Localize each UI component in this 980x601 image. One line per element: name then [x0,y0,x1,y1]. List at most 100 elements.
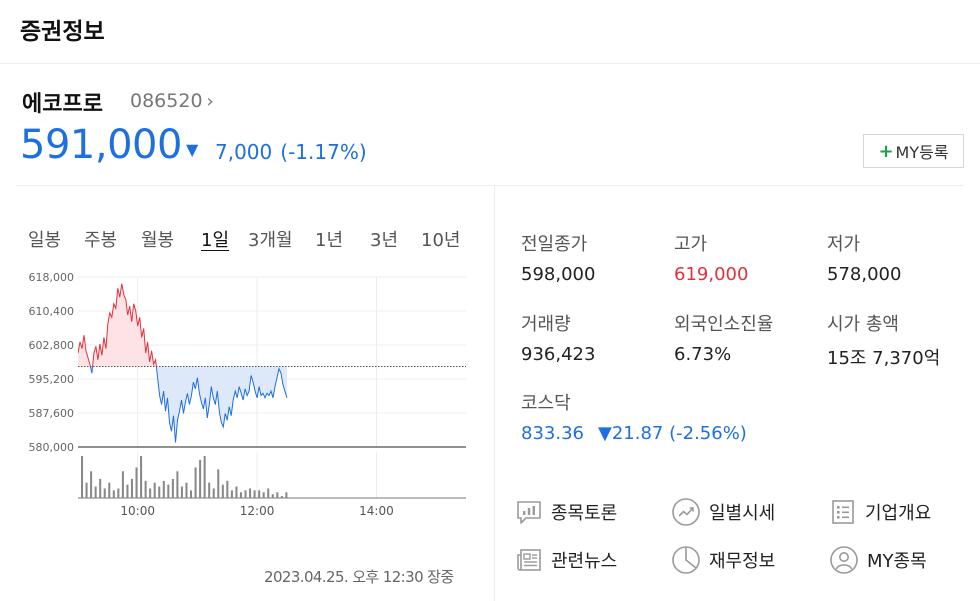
volume-bar [221,484,224,498]
volume-bar [244,490,247,498]
y-tick-label: 610,400 [29,305,75,318]
tab-monthly[interactable]: 월봉 [141,230,175,251]
link-my-stocks[interactable]: MY종목 [829,543,927,577]
user-circle-icon [830,546,858,574]
volume-bar [267,488,270,498]
x-tick-label: 10:00 [120,504,155,518]
kosdaq-change: ▼21.87 [597,423,664,444]
volume-bar [117,488,120,498]
stat-label: 전일종가 [521,234,588,255]
stat-foreign-ratio: 외국인소진율 6.73% [674,310,773,365]
kosdaq-index[interactable]: 코스닥 833.36 ▼21.87 (-2.56%) [521,389,747,444]
volume-bar [94,486,97,498]
list-doc-icon [832,500,854,524]
tab-3-months[interactable]: 3개월 [248,230,293,251]
link-related-news[interactable]: 관련뉴스 [515,543,617,577]
x-tick-label: 14:00 [359,504,394,518]
y-tick-label: 580,000 [29,441,75,454]
volume-bar [90,471,93,498]
stat-low: 저가 578,000 [827,230,901,285]
price-change: 7,000 (-1.17%) [215,140,367,164]
volume-bar [239,492,243,498]
volume-bar [130,478,134,498]
y-tick-label: 618,000 [29,271,75,284]
volume-bar [149,488,152,498]
volume-bar [121,471,124,498]
divider-vertical [494,186,495,601]
link-label: 재무정보 [709,551,776,572]
link-discussion[interactable]: 종목토론 [515,495,617,529]
plus-icon: + [878,140,894,162]
volume-bar [158,486,161,498]
tab-10-years[interactable]: 10년 [421,230,461,251]
volume-bar [99,478,102,498]
stat-high: 고가 619,000 [674,230,748,285]
stock-code-link[interactable]: 086520 › [130,90,214,112]
price-change-amount: 7,000 [215,140,273,164]
volume-bar [85,482,88,498]
y-tick-label: 587,600 [29,407,75,420]
news-icon [517,549,541,571]
kosdaq-value-row: 833.36 ▼21.87 (-2.56%) [521,423,747,444]
tab-1-day[interactable]: 1일 [201,230,230,251]
stat-volume: 거래량 936,423 [521,310,595,365]
stat-value: 578,000 [827,264,902,285]
stat-value: 15조 7,370억 [827,348,941,369]
down-triangle-icon: ▼ [186,140,199,159]
volume-bar [112,490,115,498]
divider-horizontal [16,185,964,186]
link-daily-price[interactable]: 일별시세 [671,495,775,529]
volume-bar [249,488,252,498]
volume-bar [253,490,256,498]
link-company-overview[interactable]: 기업개요 [829,495,931,529]
volume-bar [185,482,188,498]
y-tick-label: 602,800 [29,339,75,352]
volume-bar [167,484,170,498]
price-line-up [78,283,157,367]
volume-bar [258,490,261,498]
tab-1-year[interactable]: 1년 [315,230,344,251]
price-change-percent: (-1.17%) [280,140,367,164]
volume-bar [162,480,165,498]
tab-daily[interactable]: 일봉 [28,230,62,251]
volume-bar [235,486,238,498]
stat-label: 외국인소진율 [674,314,774,335]
volume-bar [262,492,265,498]
stat-value: 619,000 [674,264,749,285]
kosdaq-label: 코스닥 [521,393,571,414]
link-label: 일별시세 [709,503,776,524]
intraday-chart[interactable]: 618,000 610,400 602,800 595,200 587,600 580,0… [18,266,470,524]
page-title: 증권정보 [20,19,105,45]
volume-bar [276,492,279,498]
volume-bar [81,456,84,498]
volume-bar [171,478,174,498]
price-line-down [89,366,288,443]
link-label: 종목토론 [551,503,618,524]
chevron-right-icon: › [206,91,214,112]
stock-name[interactable]: 에코프로 [22,92,103,117]
stat-label: 고가 [674,234,708,255]
volume-bar [176,471,179,498]
link-financials[interactable]: 재무정보 [671,543,775,577]
volume-bar [144,480,147,498]
current-price: 591,000 [20,122,182,168]
stat-label: 저가 [827,234,861,255]
volume-bar [199,459,202,498]
volume-bar [271,494,274,498]
period-tabs: 일봉 주봉 월봉 1일 3개월 1년 3년 10년 [22,226,472,254]
pie-chart-icon [672,546,700,574]
tab-weekly[interactable]: 주봉 [84,230,118,251]
volume-bar [103,488,106,498]
my-register-button[interactable]: + MY등록 [863,134,964,168]
kosdaq-change-percent: (-2.56%) [669,423,747,444]
tab-3-years[interactable]: 3년 [370,230,399,251]
stat-market-cap: 시가 총액 15조 7,370억 [827,310,940,370]
volume-bar [140,456,143,498]
volume-bar [126,484,129,498]
volume-bar [230,490,233,498]
link-label: 관련뉴스 [551,551,618,572]
volume-bar [217,469,220,498]
chat-chart-icon [517,501,541,524]
link-label: MY종목 [867,551,927,572]
kosdaq-value: 833.36 [521,423,584,444]
